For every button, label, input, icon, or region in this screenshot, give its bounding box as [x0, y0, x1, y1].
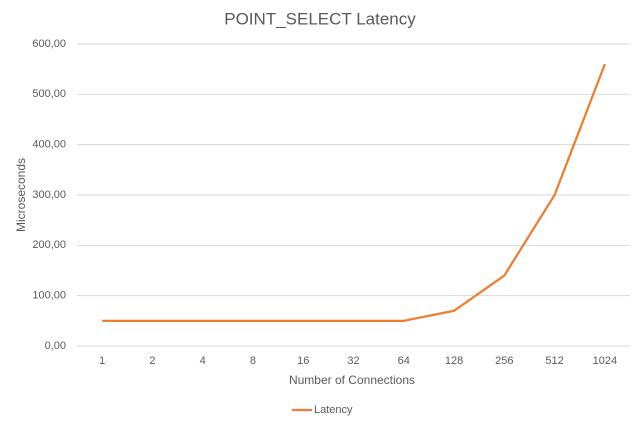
y-tick-label: 600,00 — [32, 38, 66, 50]
chart-title: POINT_SELECT Latency — [224, 9, 416, 28]
legend-label: Latency — [314, 404, 353, 416]
x-tick-label: 16 — [297, 355, 309, 367]
y-tick-label: 0,00 — [45, 340, 66, 352]
x-tick-label: 512 — [545, 355, 563, 367]
x-tick-label: 64 — [398, 355, 410, 367]
x-tick-label: 8 — [250, 355, 256, 367]
x-tick-label: 128 — [445, 355, 463, 367]
x-tick-label: 4 — [200, 355, 206, 367]
y-tick-label: 200,00 — [32, 239, 66, 251]
y-axis-label: Microseconds — [14, 158, 28, 232]
x-tick-label: 32 — [347, 355, 359, 367]
y-tick-label: 300,00 — [32, 189, 66, 201]
y-tick-label: 500,00 — [32, 88, 66, 100]
line-series — [102, 63, 606, 322]
y-tick-label: 100,00 — [32, 290, 66, 302]
y-tick-label: 400,00 — [32, 139, 66, 151]
x-tick-label: 256 — [495, 355, 513, 367]
x-axis-label: Number of Connections — [289, 373, 415, 387]
x-tick-label: 1 — [99, 355, 105, 367]
x-tick-label: 2 — [149, 355, 155, 367]
x-tick-label: 1024 — [593, 355, 617, 367]
